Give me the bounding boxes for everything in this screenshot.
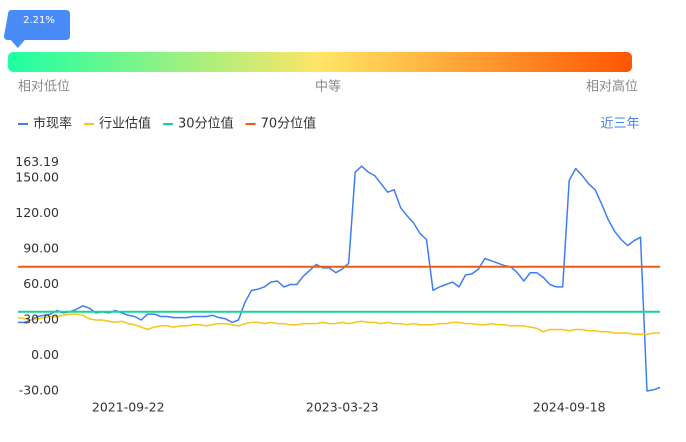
y-tick-label: 163.19 [15, 154, 59, 169]
legend-label: 市现率 [33, 116, 72, 132]
gauge-high: 相对高位 [586, 79, 638, 95]
period-link[interactable]: 近三年 [600, 117, 639, 132]
legend-label: 70分位值 [261, 116, 317, 132]
y-tick-label: 30.00 [23, 312, 59, 327]
gauge-mid: 中等 [315, 79, 341, 95]
series-line [17, 313, 660, 335]
x-tick-label: 2024-09-18 [533, 400, 606, 415]
y-tick-label: 120.00 [15, 205, 59, 220]
legend-label: 30分位值 [178, 116, 234, 132]
y-tick-label: -30.00 [19, 383, 59, 398]
gauge-bar [8, 52, 632, 72]
series-line [18, 165, 661, 392]
x-tick-label: 2021-09-22 [92, 400, 165, 415]
legend-label: 行业估值 [99, 116, 151, 132]
y-tick-label: 60.00 [23, 276, 59, 291]
x-tick-label: 2023-03-23 [306, 400, 379, 415]
y-tick-label: 90.00 [23, 241, 59, 256]
y-tick-label: 150.00 [15, 170, 59, 185]
y-tick-label: 0.00 [31, 347, 59, 362]
gauge-marker [4, 10, 71, 48]
gauge-low: 相对低位 [18, 80, 70, 95]
gauge-value: 2.21% [23, 15, 55, 26]
